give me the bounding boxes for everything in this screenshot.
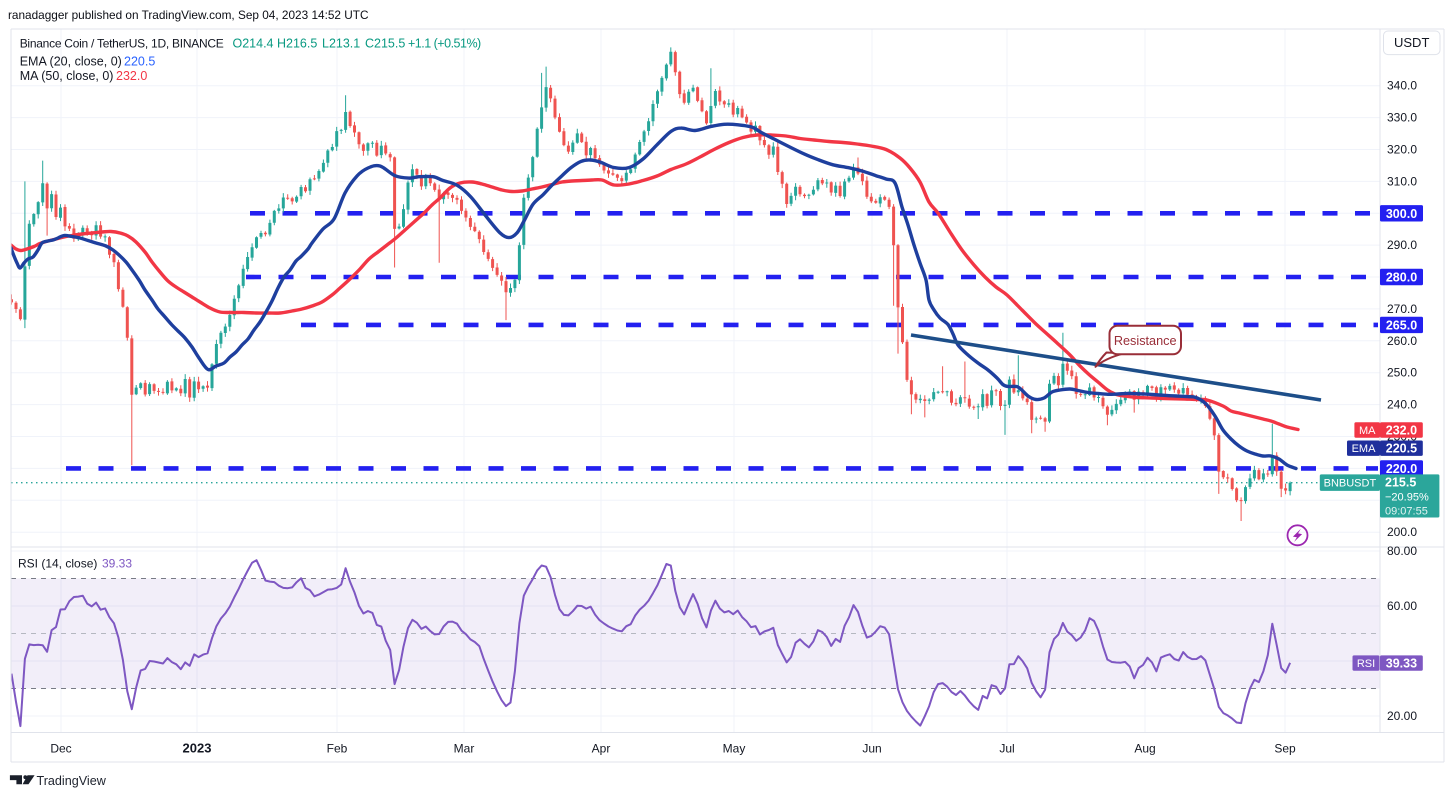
svg-text:270.0: 270.0: [1387, 302, 1417, 316]
svg-text:320.0: 320.0: [1387, 143, 1417, 157]
svg-text:220.5: 220.5: [1386, 442, 1417, 456]
svg-text:Apr: Apr: [592, 742, 611, 756]
svg-text:09:07:55: 09:07:55: [1385, 505, 1428, 517]
svg-text:260.0: 260.0: [1387, 334, 1417, 348]
svg-text:215.5: 215.5: [1385, 476, 1416, 490]
svg-text:310.0: 310.0: [1387, 174, 1417, 188]
svg-text:Feb: Feb: [327, 742, 348, 756]
svg-text:265.0: 265.0: [1386, 318, 1417, 332]
svg-text:+1.1 (+0.51%): +1.1 (+0.51%): [408, 36, 481, 50]
svg-text:EMA: EMA: [1352, 443, 1377, 455]
svg-text:RSI: RSI: [1357, 658, 1375, 670]
svg-text:Resistance: Resistance: [1114, 334, 1177, 348]
svg-text:BNBUSDT: BNBUSDT: [1324, 478, 1377, 490]
svg-text:2023: 2023: [183, 741, 212, 756]
svg-text:200.0: 200.0: [1387, 525, 1417, 539]
svg-text:340.0: 340.0: [1387, 79, 1417, 93]
svg-text:290.0: 290.0: [1387, 238, 1417, 252]
svg-text:May: May: [723, 742, 746, 756]
svg-text:232.0: 232.0: [116, 69, 147, 83]
svg-text:MA: MA: [1359, 425, 1376, 437]
svg-text:220.0: 220.0: [1386, 462, 1417, 476]
svg-text:RSI (14, close): RSI (14, close): [18, 557, 97, 571]
svg-text:Mar: Mar: [454, 742, 475, 756]
svg-text:Sep: Sep: [1274, 742, 1296, 756]
svg-text:240.0: 240.0: [1387, 398, 1417, 412]
svg-text:EMA (20, close, 0): EMA (20, close, 0): [20, 55, 122, 69]
svg-text:Jul: Jul: [999, 742, 1014, 756]
svg-text:ranadagger published on Tradin: ranadagger published on TradingView.com,…: [8, 8, 369, 22]
svg-text:250.0: 250.0: [1387, 366, 1417, 380]
svg-text:USDT: USDT: [1394, 35, 1429, 50]
svg-text:300.0: 300.0: [1386, 207, 1417, 221]
svg-text:O214.4: O214.4: [233, 36, 274, 50]
svg-text:Dec: Dec: [50, 742, 71, 756]
svg-text:220.5: 220.5: [124, 55, 155, 69]
svg-text:20.00: 20.00: [1387, 709, 1417, 723]
svg-text:232.0: 232.0: [1386, 424, 1417, 438]
svg-text:330.0: 330.0: [1387, 111, 1417, 125]
svg-text:Aug: Aug: [1134, 742, 1155, 756]
svg-text:39.33: 39.33: [1386, 657, 1417, 671]
svg-text:H216.5: H216.5: [277, 36, 317, 50]
svg-text:280.0: 280.0: [1386, 271, 1417, 285]
svg-text:Jun: Jun: [862, 742, 881, 756]
svg-text:−20.95%: −20.95%: [1385, 492, 1429, 504]
svg-text:Binance Coin / TetherUS, 1D, B: Binance Coin / TetherUS, 1D, BINANCE: [20, 36, 224, 50]
svg-text:C215.5: C215.5: [365, 36, 405, 50]
svg-text:TradingView: TradingView: [37, 774, 107, 788]
svg-text:80.00: 80.00: [1387, 544, 1417, 558]
svg-text:39.33: 39.33: [102, 557, 132, 571]
svg-text:L213.1: L213.1: [322, 36, 360, 50]
svg-text:MA (50, close, 0): MA (50, close, 0): [20, 69, 114, 83]
svg-text:60.00: 60.00: [1387, 599, 1417, 613]
